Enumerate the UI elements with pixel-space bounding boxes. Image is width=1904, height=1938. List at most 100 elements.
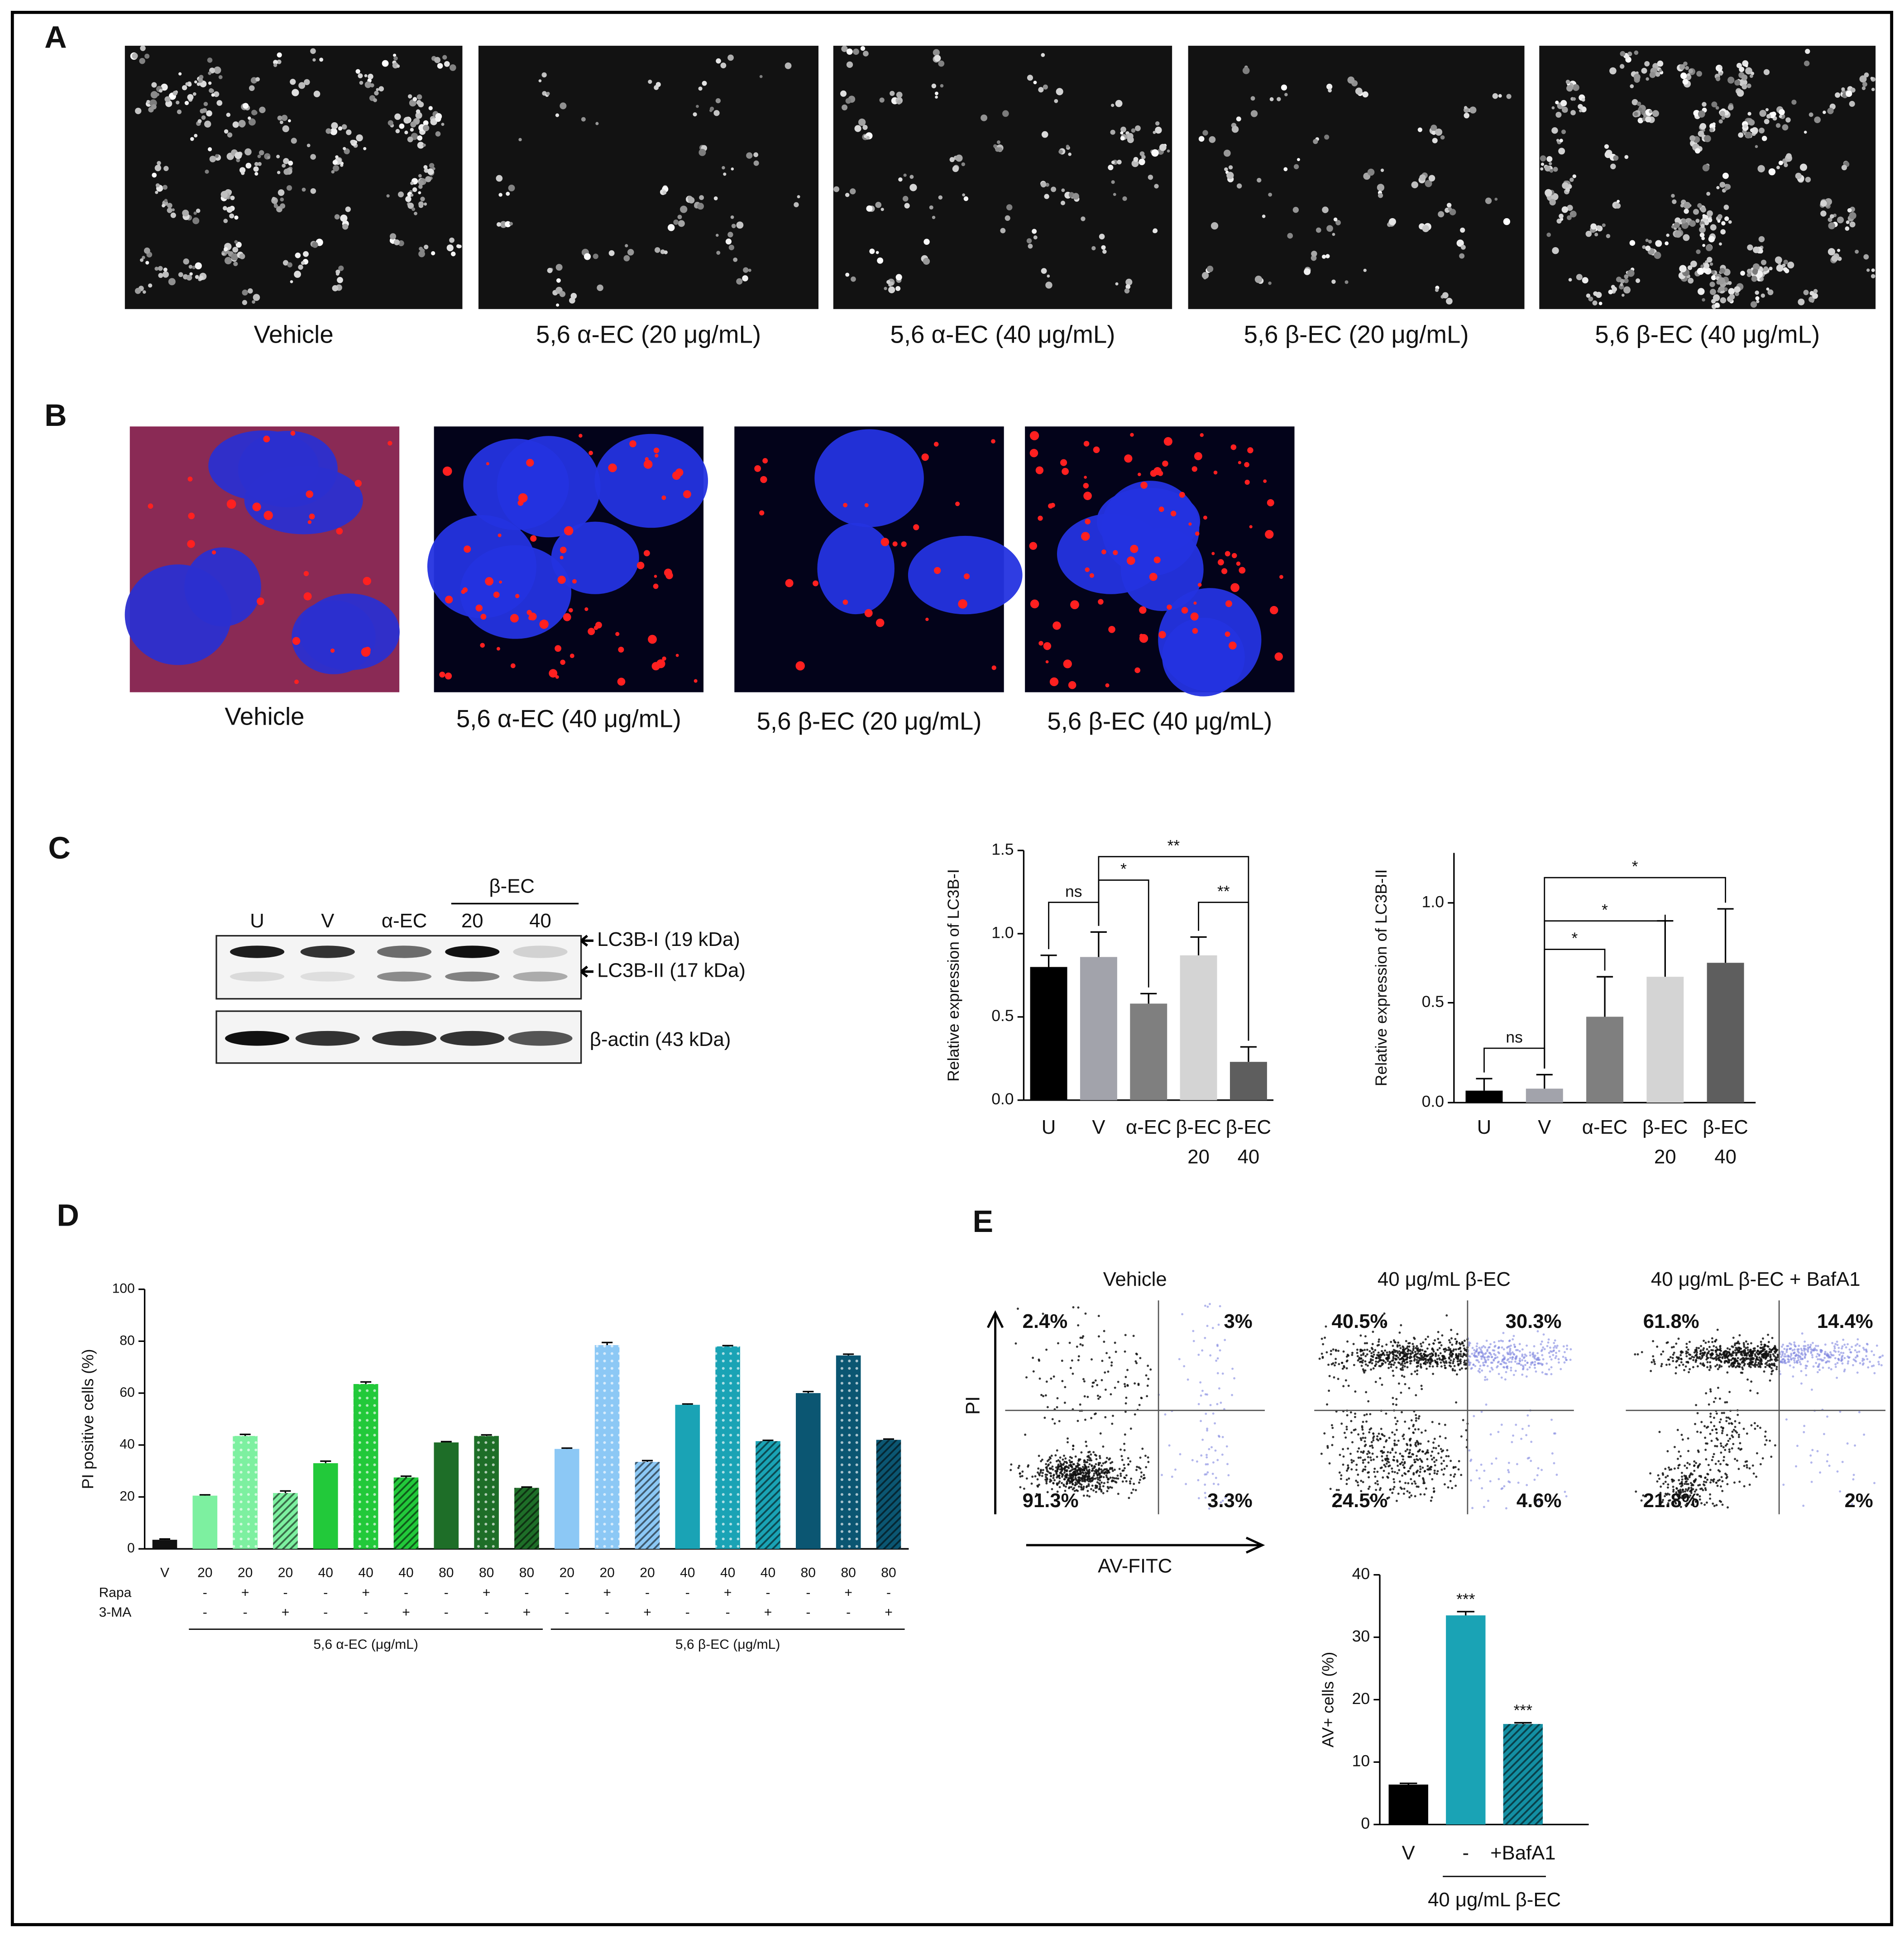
event-dot (1480, 1410, 1483, 1413)
event-dot (1750, 1352, 1752, 1355)
event-dot (1865, 1349, 1868, 1352)
event-dot (1392, 1357, 1395, 1360)
event-dot (1019, 1475, 1022, 1478)
event-dot (1430, 1352, 1433, 1355)
puncta (1238, 461, 1241, 464)
event-dot (1103, 1341, 1105, 1343)
puncta (1190, 612, 1199, 621)
event-dot (1119, 1475, 1122, 1477)
event-dot (1058, 1480, 1061, 1483)
event-dot (1410, 1478, 1412, 1480)
bar (1465, 1090, 1503, 1103)
y-tick-label: 10 (1352, 1752, 1370, 1770)
event-dot (1049, 1472, 1052, 1475)
event-dot (1837, 1351, 1840, 1353)
group-label: 40 μg/mL β-EC (1428, 1889, 1561, 1911)
event-dot (1680, 1497, 1683, 1499)
event-dot (1514, 1370, 1517, 1372)
event-dot (1764, 1344, 1766, 1346)
event-dot (1100, 1464, 1103, 1467)
event-dot (1477, 1370, 1480, 1372)
cell (172, 91, 178, 96)
nucleus (497, 436, 601, 538)
cell (662, 191, 667, 195)
event-dot (1662, 1482, 1665, 1485)
event-dot (1731, 1345, 1733, 1348)
event-dot (1671, 1356, 1674, 1359)
cell (1206, 266, 1214, 272)
event-dot (1403, 1461, 1406, 1464)
cell (1734, 79, 1741, 86)
cell (214, 66, 221, 74)
event-dot (1871, 1350, 1873, 1353)
event-dot (1367, 1456, 1369, 1458)
cell (1120, 136, 1125, 141)
cell (146, 100, 150, 104)
event-dot (1449, 1341, 1451, 1344)
bar (434, 1442, 459, 1549)
event-dot (1143, 1477, 1146, 1479)
event-dot (1204, 1337, 1206, 1339)
event-dot (1090, 1417, 1093, 1419)
event-dot (1085, 1465, 1087, 1468)
cell (1693, 209, 1699, 215)
event-dot (1134, 1413, 1136, 1416)
cell (1561, 129, 1566, 134)
event-dot (1732, 1337, 1735, 1339)
event-dot (1054, 1454, 1057, 1457)
cell (1697, 203, 1702, 208)
bar (1229, 1062, 1267, 1100)
cell (1296, 158, 1300, 162)
event-dot (1541, 1349, 1544, 1351)
event-dot (1084, 1478, 1086, 1481)
cell (350, 140, 354, 144)
event-dot (1123, 1442, 1126, 1445)
event-dot (1130, 1477, 1133, 1480)
puncta (662, 656, 666, 661)
puncta (1083, 482, 1089, 489)
cell (393, 239, 400, 245)
cell (1698, 110, 1705, 118)
cell (1581, 98, 1585, 102)
cell (1041, 268, 1047, 274)
x-tick-label: V (160, 1566, 169, 1580)
event-dot (1364, 1335, 1367, 1338)
event-dot (1392, 1364, 1395, 1366)
event-dot (1386, 1455, 1388, 1457)
event-dot (1056, 1476, 1058, 1479)
cell (934, 55, 941, 62)
cell (1719, 66, 1722, 69)
event-dot (1325, 1351, 1328, 1354)
event-dot (1363, 1458, 1366, 1461)
lane-label: 40 (529, 910, 551, 932)
x-tick-label: U (1477, 1116, 1492, 1138)
event-dot (1505, 1371, 1507, 1374)
event-dot (1090, 1453, 1092, 1456)
event-dot (1362, 1421, 1364, 1423)
event-dot (1072, 1445, 1075, 1447)
event-dot (1767, 1355, 1770, 1357)
nucleus (427, 515, 536, 618)
cell (938, 195, 943, 200)
cell (1702, 102, 1707, 107)
cell (144, 53, 150, 59)
quadrant-percent: 3% (1224, 1310, 1253, 1332)
event-dot (1775, 1349, 1778, 1352)
puncta (588, 450, 593, 455)
event-dot (1815, 1356, 1818, 1358)
cell (1763, 266, 1769, 272)
cell (1619, 64, 1625, 69)
event-dot (1204, 1492, 1206, 1494)
event-dot (1370, 1352, 1373, 1355)
puncta (1043, 642, 1052, 650)
cell (188, 265, 193, 269)
event-dot (1760, 1357, 1762, 1360)
event-dot (1393, 1459, 1395, 1462)
cell (1045, 282, 1052, 289)
event-dot (1113, 1477, 1116, 1480)
event-dot (1526, 1368, 1529, 1371)
event-dot (1094, 1379, 1097, 1382)
event-dot (1096, 1485, 1099, 1487)
cell (151, 82, 157, 88)
cell (301, 261, 305, 265)
